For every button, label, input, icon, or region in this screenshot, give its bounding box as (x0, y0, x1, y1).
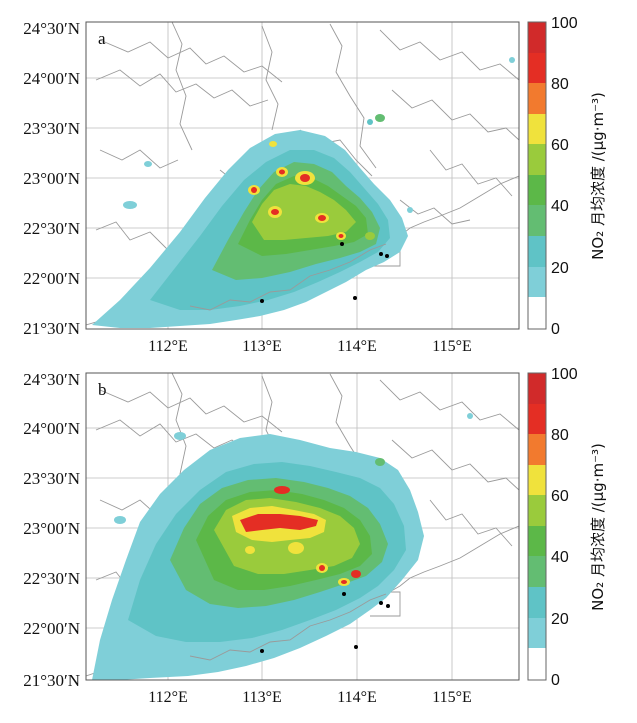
colorbar-tick: 40 (551, 198, 569, 215)
lat-label: 24°00′N (23, 419, 80, 438)
station-point (342, 592, 346, 596)
lat-label: 22°30′N (23, 569, 80, 588)
hotspot-1-core (300, 174, 310, 182)
lat-labels: 24°30′N 24°00′N 23°30′N 23°00′N 22°30′N … (23, 19, 80, 338)
station-point (353, 296, 357, 300)
colorbar-tick: 60 (551, 488, 569, 505)
patch-2 (367, 119, 373, 125)
lat-label: 23°30′N (23, 469, 80, 488)
patch-6 (509, 57, 515, 63)
hotspot-4-core (341, 580, 347, 584)
lat-label: 23°00′N (23, 519, 80, 538)
panel-label: b (98, 380, 107, 399)
lon-label: 112°E (148, 338, 188, 355)
station-point (260, 649, 264, 653)
lon-label: 113°E (242, 338, 282, 355)
admin-borders (86, 22, 519, 326)
panel-a: a 24°30′N 24°00′N 23°30′N 23°00′N 22°30′… (23, 15, 607, 355)
station-point (340, 242, 344, 246)
hotspot-6 (245, 546, 255, 554)
patch-1 (375, 114, 385, 122)
colorbar-tick: 100 (551, 366, 578, 383)
lat-label: 24°00′N (23, 69, 80, 88)
colorbar-title: NO₂ 月均浓度 /(μg·m⁻³) (589, 92, 607, 260)
colorbar-tick: 100 (551, 15, 578, 32)
hotspot-4-core (271, 209, 279, 215)
panel-b: b 24°30′N 24°00′N 23°30′N 23°00′N 22°30′… (23, 366, 607, 706)
hotspot-band-red (240, 514, 318, 532)
colorbar-tick: 80 (551, 427, 569, 444)
hotspot-2-core (279, 169, 285, 175)
station-point (385, 254, 389, 258)
colorbar-tick: 60 (551, 137, 569, 154)
lon-label: 115°E (432, 338, 472, 355)
colorbar-tick: 20 (551, 611, 569, 628)
lat-label: 22°00′N (23, 619, 80, 638)
lon-label: 113°E (242, 689, 282, 706)
no2-field (92, 413, 473, 680)
station-point (354, 645, 358, 649)
hotspot-7 (269, 141, 277, 147)
lon-label: 112°E (148, 689, 188, 706)
colorbar-tick: 20 (551, 260, 569, 277)
hotspot-3-core (251, 187, 257, 193)
panel-label: a (98, 29, 106, 48)
lat-label: 21°30′N (23, 319, 80, 338)
hotspot-3-core (319, 565, 325, 571)
colorbar-title: NO₂ 月均浓度 /(μg·m⁻³) (589, 443, 607, 611)
hotspot-2 (288, 542, 304, 554)
patch-4 (123, 201, 137, 209)
contour-level-5 (252, 184, 356, 240)
hotspot-5-core (318, 215, 326, 221)
patch-4 (114, 516, 126, 524)
hotspot-8 (365, 232, 375, 240)
colorbar-tick: 0 (551, 672, 560, 689)
lat-label: 22°00′N (23, 269, 80, 288)
lat-label: 23°00′N (23, 169, 80, 188)
hotspot-1 (274, 486, 290, 494)
patch-3 (407, 207, 413, 213)
stations (260, 242, 389, 303)
hotspot-5 (351, 570, 361, 578)
stations (260, 592, 390, 653)
lon-label: 114°E (337, 338, 377, 355)
colorbar: 100 80 60 40 20 0 NO₂ 月均浓度 /(μg·m⁻³) (527, 366, 607, 689)
patch-5 (144, 161, 152, 167)
colorbar-tick: 80 (551, 76, 569, 93)
colorbar-tick: 0 (551, 321, 560, 338)
patch-3 (467, 413, 473, 419)
lat-label: 24°30′N (23, 370, 80, 389)
lon-labels: 112°E 113°E 114°E 115°E (148, 689, 472, 706)
lon-labels: 112°E 113°E 114°E 115°E (148, 338, 472, 355)
station-point (260, 299, 264, 303)
lat-label: 24°30′N (23, 19, 80, 38)
patch-2 (174, 432, 186, 440)
hotspot-6-core (338, 234, 344, 238)
station-point (379, 252, 383, 256)
station-point (386, 604, 390, 608)
patch-1 (375, 458, 385, 466)
lat-label: 23°30′N (23, 119, 80, 138)
lon-label: 115°E (432, 689, 472, 706)
station-point (379, 601, 383, 605)
lon-label: 114°E (337, 689, 377, 706)
lat-label: 22°30′N (23, 219, 80, 238)
colorbar-tick: 40 (551, 549, 569, 566)
lat-label: 21°30′N (23, 671, 80, 690)
lat-labels: 24°30′N 24°00′N 23°30′N 23°00′N 22°30′N … (23, 370, 80, 690)
colorbar: 100 80 60 40 20 0 NO₂ 月均浓度 /(μg·m⁻³) (527, 15, 607, 338)
